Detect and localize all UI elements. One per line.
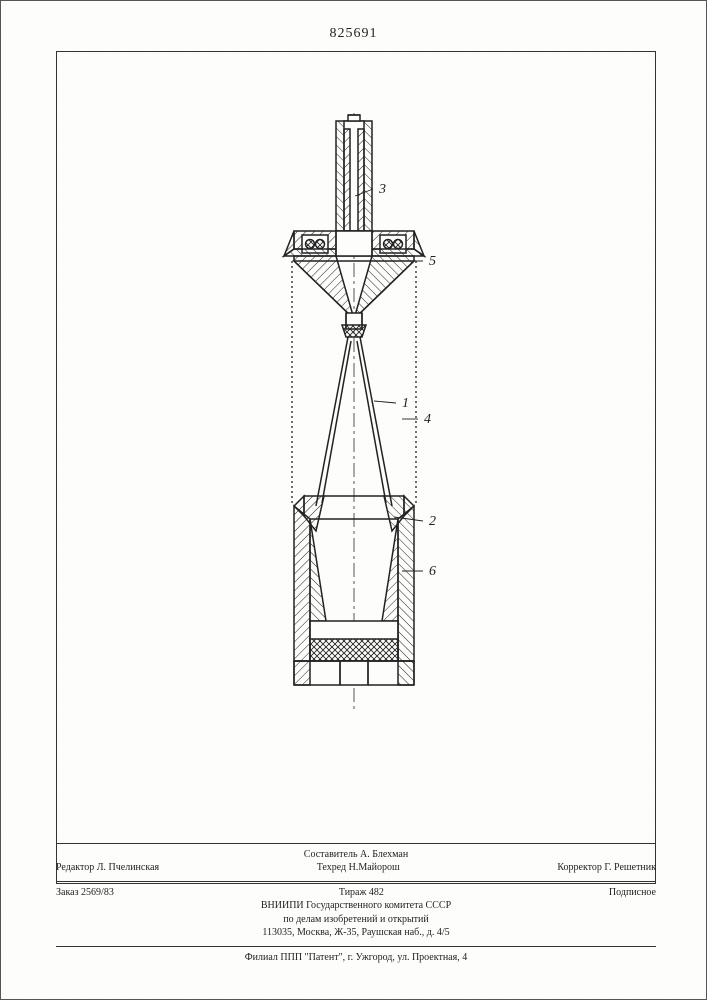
svg-text:5: 5 bbox=[429, 254, 436, 269]
svg-text:3: 3 bbox=[378, 182, 386, 197]
order-value: 2569/83 bbox=[81, 887, 114, 898]
svg-text:1: 1 bbox=[402, 396, 409, 411]
svg-text:4: 4 bbox=[424, 412, 431, 427]
technical-drawing: 1 2 3 4 5 6 bbox=[1, 101, 706, 721]
compiler-label: Составитель bbox=[304, 849, 358, 860]
tech-label: Техред bbox=[317, 862, 346, 873]
editor-label: Редактор bbox=[56, 862, 94, 873]
corrector-label: Корректор bbox=[557, 862, 602, 873]
editor-cell: Редактор Л. Пчелинская bbox=[56, 861, 159, 875]
patent-number: 825691 bbox=[1, 26, 706, 42]
tech-cell: Техред Н.Майорош bbox=[317, 861, 400, 875]
tirazh-label: Тираж bbox=[339, 887, 367, 898]
tirazh-cell: Тираж 482 bbox=[339, 886, 384, 900]
org-line-1: ВНИИПИ Государственного комитета СССР bbox=[56, 899, 656, 913]
order-label: Заказ bbox=[56, 887, 79, 898]
org-line-2: по делам изобретений и открытий bbox=[56, 913, 656, 927]
corrector-cell: Корректор Г. Решетник bbox=[557, 861, 656, 875]
page: 825691 bbox=[0, 0, 707, 1000]
subscription: Подписное bbox=[609, 886, 656, 900]
editor-name: Л. Пчелинская bbox=[97, 862, 159, 873]
tech-name: Н.Майорош bbox=[349, 862, 400, 873]
branch: Филиал ППП "Патент", г. Ужгород, ул. Про… bbox=[56, 951, 656, 965]
order-cell: Заказ 2569/83 bbox=[56, 886, 114, 900]
imprint-footer: Составитель А. Блехман Редактор Л. Пчели… bbox=[56, 837, 656, 965]
compiler-name: А. Блехман bbox=[360, 849, 408, 860]
svg-text:6: 6 bbox=[429, 564, 436, 579]
svg-text:2: 2 bbox=[429, 514, 436, 529]
address: 113035, Москва, Ж-35, Раушская наб., д. … bbox=[56, 926, 656, 940]
tirazh-value: 482 bbox=[369, 887, 384, 898]
corrector-name: Г. Решетник bbox=[604, 862, 656, 873]
